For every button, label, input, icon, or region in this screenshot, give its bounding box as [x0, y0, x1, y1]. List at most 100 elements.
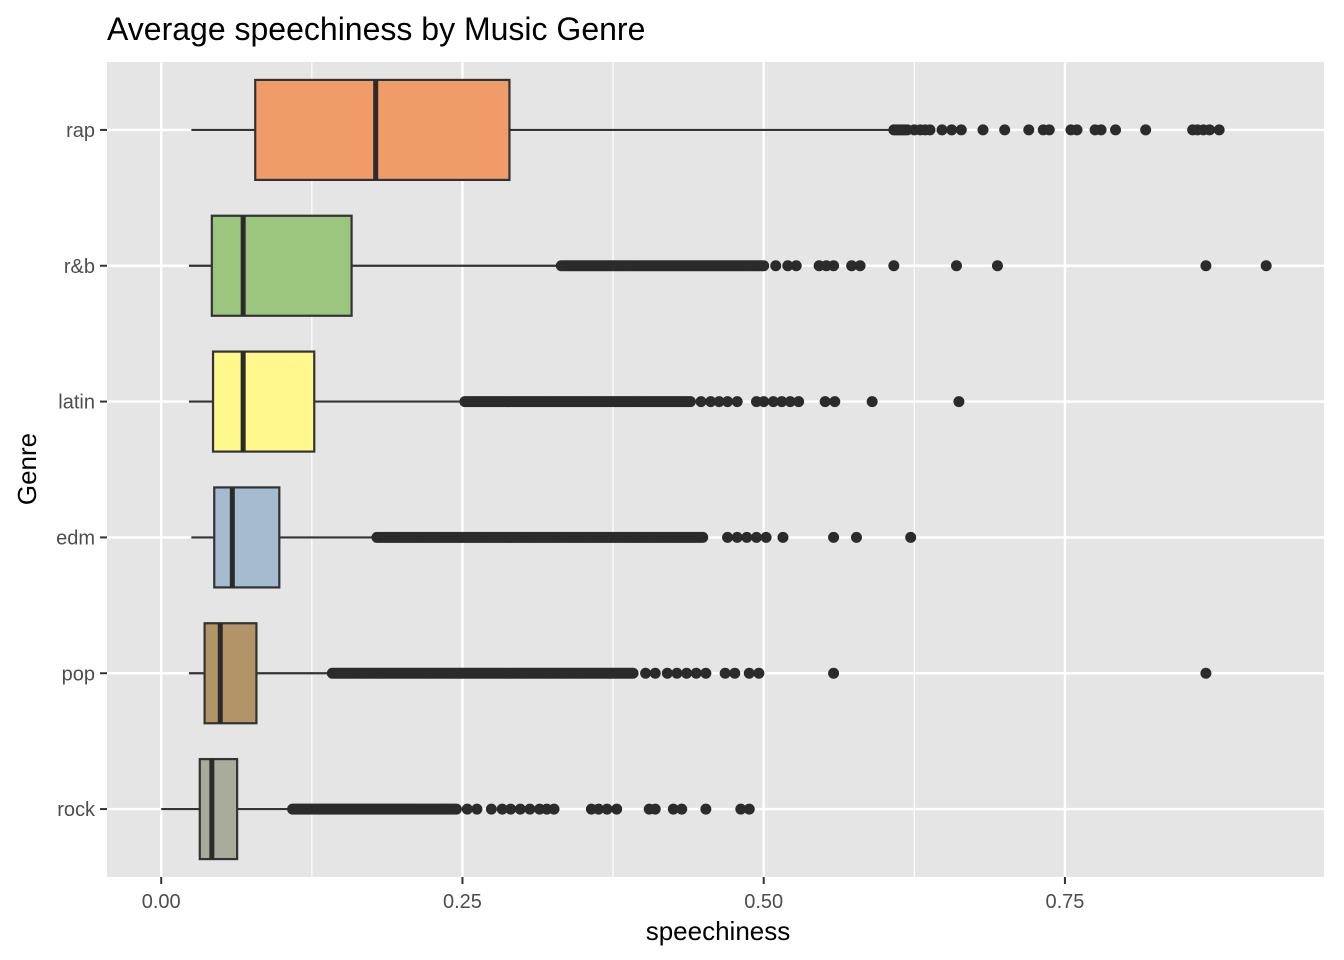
- outlier-point: [866, 396, 878, 408]
- outlier-point: [1200, 260, 1212, 272]
- outlier-point: [829, 396, 841, 408]
- outlier-point: [731, 396, 743, 408]
- outlier-point: [731, 531, 743, 543]
- outlier-point: [735, 803, 747, 815]
- outlier-point: [676, 803, 688, 815]
- outlier-point: [955, 124, 967, 136]
- outlier-point: [1043, 124, 1055, 136]
- x-tick-label: 0.75: [1045, 891, 1084, 913]
- outlier-point: [1095, 124, 1107, 136]
- outlier-point: [471, 803, 483, 815]
- plot-panel: [107, 62, 1324, 877]
- outlier-point: [905, 531, 917, 543]
- outlier-point: [1260, 260, 1272, 272]
- outlier-point: [1200, 667, 1212, 679]
- box-iqr: [198, 757, 239, 861]
- y-tick-label: edm: [56, 527, 95, 549]
- box-iqr: [254, 78, 511, 182]
- box-iqr: [203, 622, 258, 725]
- outlier-point: [776, 396, 788, 408]
- outlier-point: [505, 803, 517, 815]
- outlier-point: [741, 531, 753, 543]
- outlier-point: [950, 260, 962, 272]
- outlier-point: [767, 396, 779, 408]
- outlier-point: [924, 124, 936, 136]
- outlier-point: [977, 124, 989, 136]
- outlier-point: [888, 260, 900, 272]
- outlier-point: [649, 667, 661, 679]
- outlier-point: [819, 396, 831, 408]
- outlier-point: [743, 667, 755, 679]
- outlier-point: [770, 260, 782, 272]
- outlier-point: [548, 803, 560, 815]
- outlier-point: [936, 124, 948, 136]
- outlier-point: [593, 803, 605, 815]
- outlier-point: [722, 396, 734, 408]
- outlier-point: [1023, 124, 1035, 136]
- outlier-point: [461, 803, 473, 815]
- outlier-point: [671, 667, 683, 679]
- x-axis: 0.00 0.25 0.50 0.75: [142, 877, 1084, 913]
- box-iqr: [211, 350, 316, 453]
- box-iqr: [213, 486, 281, 589]
- outlier-point: [667, 803, 679, 815]
- outlier-point: [705, 396, 717, 408]
- box-iqr: [210, 214, 353, 317]
- outlier-point: [1110, 124, 1122, 136]
- outlier-point: [649, 803, 661, 815]
- outlier-point: [828, 260, 840, 272]
- outlier-point: [684, 396, 696, 408]
- box-rap: [191, 78, 1225, 182]
- boxplot-series: [161, 78, 1272, 861]
- x-tick-label: 0.25: [443, 891, 482, 913]
- outlier-point: [1204, 124, 1216, 136]
- outlier-point: [758, 260, 770, 272]
- outlier-point: [611, 803, 623, 815]
- outlier-point: [750, 531, 762, 543]
- outlier-point: [722, 531, 734, 543]
- outlier-point: [846, 260, 858, 272]
- outlier-point: [854, 260, 866, 272]
- box-edm: [191, 486, 917, 589]
- outlier-point: [514, 803, 526, 815]
- box-latin: [188, 350, 965, 453]
- outlier-point: [953, 396, 965, 408]
- outlier-point: [485, 803, 497, 815]
- outlier-point: [713, 396, 725, 408]
- outlier-point: [496, 803, 508, 815]
- outlier-point: [627, 667, 639, 679]
- x-tick-label: 0.00: [142, 891, 181, 913]
- outlier-point: [1140, 124, 1152, 136]
- x-axis-title: speechiness: [646, 916, 791, 946]
- outlier-point: [793, 396, 805, 408]
- y-axis: rap r&b latin edm pop rock: [56, 120, 107, 821]
- outlier-point: [946, 124, 958, 136]
- outlier-point: [777, 531, 789, 543]
- outlier-point: [999, 124, 1011, 136]
- outlier-point: [784, 396, 796, 408]
- chart-title: Average speechiness by Music Genre: [107, 11, 645, 47]
- outlier-point: [681, 667, 693, 679]
- outlier-point: [850, 531, 862, 543]
- outlier-point: [700, 803, 712, 815]
- y-tick-label: latin: [58, 392, 95, 414]
- box-pop: [188, 622, 1212, 725]
- outlier-point: [790, 260, 802, 272]
- x-tick-label: 0.50: [744, 891, 783, 913]
- outlier-point: [760, 531, 772, 543]
- outlier-point: [1071, 124, 1083, 136]
- y-tick-label: rap: [66, 120, 95, 142]
- outlier-point: [700, 667, 712, 679]
- y-tick-label: rock: [57, 799, 96, 821]
- y-tick-label: pop: [62, 663, 95, 685]
- outlier-point: [753, 667, 765, 679]
- outlier-point: [690, 667, 702, 679]
- outlier-point: [991, 260, 1003, 272]
- y-tick-label: r&b: [64, 256, 95, 278]
- outlier-point: [1213, 124, 1225, 136]
- outlier-point: [719, 667, 731, 679]
- outlier-point: [828, 531, 840, 543]
- outlier-point: [640, 667, 652, 679]
- y-axis-title: Genre: [12, 433, 42, 505]
